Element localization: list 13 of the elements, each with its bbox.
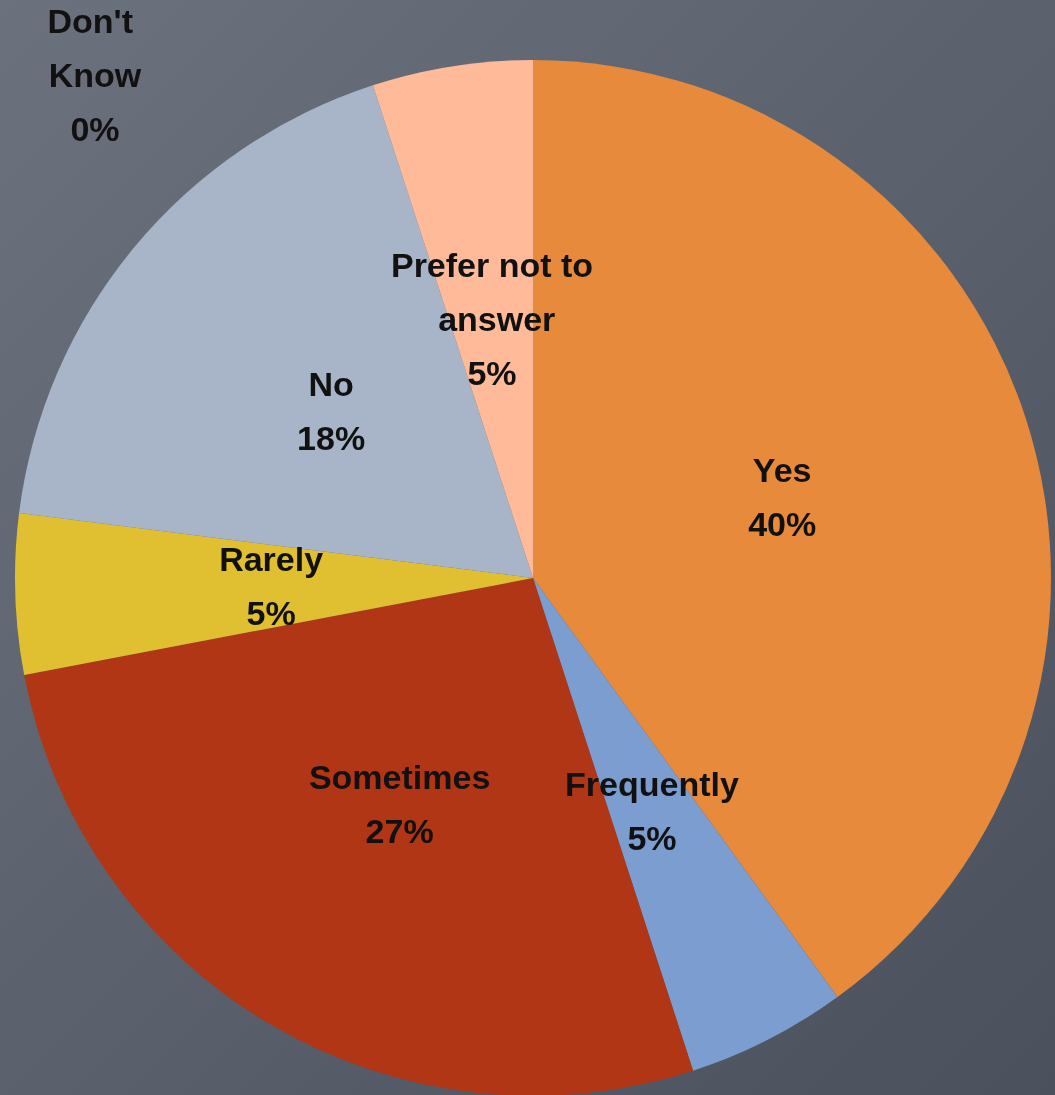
slice-label: Yes bbox=[752, 451, 812, 490]
data-label: 5% bbox=[627, 819, 677, 858]
slice-label: Prefer not to answer bbox=[390, 246, 594, 339]
slice-label: No bbox=[308, 364, 354, 403]
data-label: 5% bbox=[246, 594, 296, 633]
data-label: 5% bbox=[467, 354, 517, 393]
slice-label: Sometimes bbox=[308, 757, 491, 796]
data-label: 27% bbox=[365, 811, 434, 850]
text: 0% bbox=[70, 110, 120, 148]
category-label: Don't Know bbox=[47, 2, 142, 94]
data-label: 40% bbox=[748, 505, 817, 544]
slice-label: Rarely bbox=[219, 540, 324, 579]
data-label: 18% bbox=[297, 418, 366, 457]
